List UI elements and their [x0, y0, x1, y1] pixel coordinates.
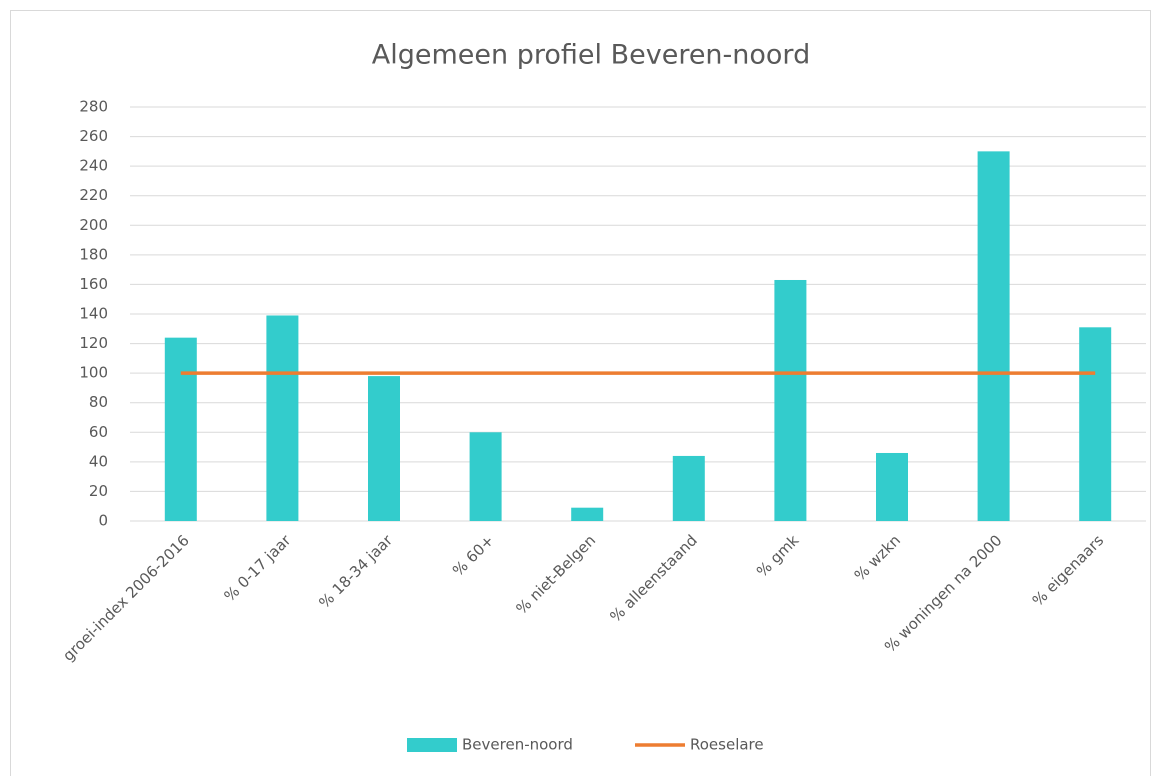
legend-label: Roeselare — [690, 736, 764, 754]
y-tick-label: 220 — [79, 186, 108, 204]
bar — [672, 455, 705, 521]
chart-title: Algemeen profiel Beveren-noord — [372, 40, 810, 71]
bar — [469, 432, 502, 521]
bar — [774, 279, 807, 521]
bar — [571, 507, 604, 521]
bar — [266, 315, 299, 521]
y-tick-label: 280 — [79, 98, 108, 116]
bar — [164, 337, 197, 521]
bar — [1079, 327, 1112, 521]
y-tick-label: 0 — [98, 512, 108, 530]
chart-frame — [10, 10, 1151, 776]
y-tick-label: 60 — [89, 423, 108, 441]
y-tick-label: 80 — [89, 393, 108, 411]
y-tick-label: 200 — [79, 216, 108, 234]
legend-swatch — [407, 738, 457, 752]
bar — [876, 452, 908, 521]
y-tick-label: 140 — [79, 305, 108, 323]
y-tick-label: 40 — [89, 452, 108, 470]
y-tick-label: 120 — [79, 334, 108, 352]
bar — [368, 376, 400, 521]
y-tick-label: 20 — [89, 482, 108, 500]
y-tick-label: 100 — [79, 364, 108, 382]
y-tick-label: 180 — [79, 245, 108, 263]
y-tick-label: 240 — [79, 157, 108, 175]
y-tick-label: 260 — [79, 127, 108, 145]
bar — [977, 151, 1010, 521]
legend-label: Beveren-noord — [462, 736, 573, 754]
y-tick-label: 160 — [79, 275, 108, 293]
